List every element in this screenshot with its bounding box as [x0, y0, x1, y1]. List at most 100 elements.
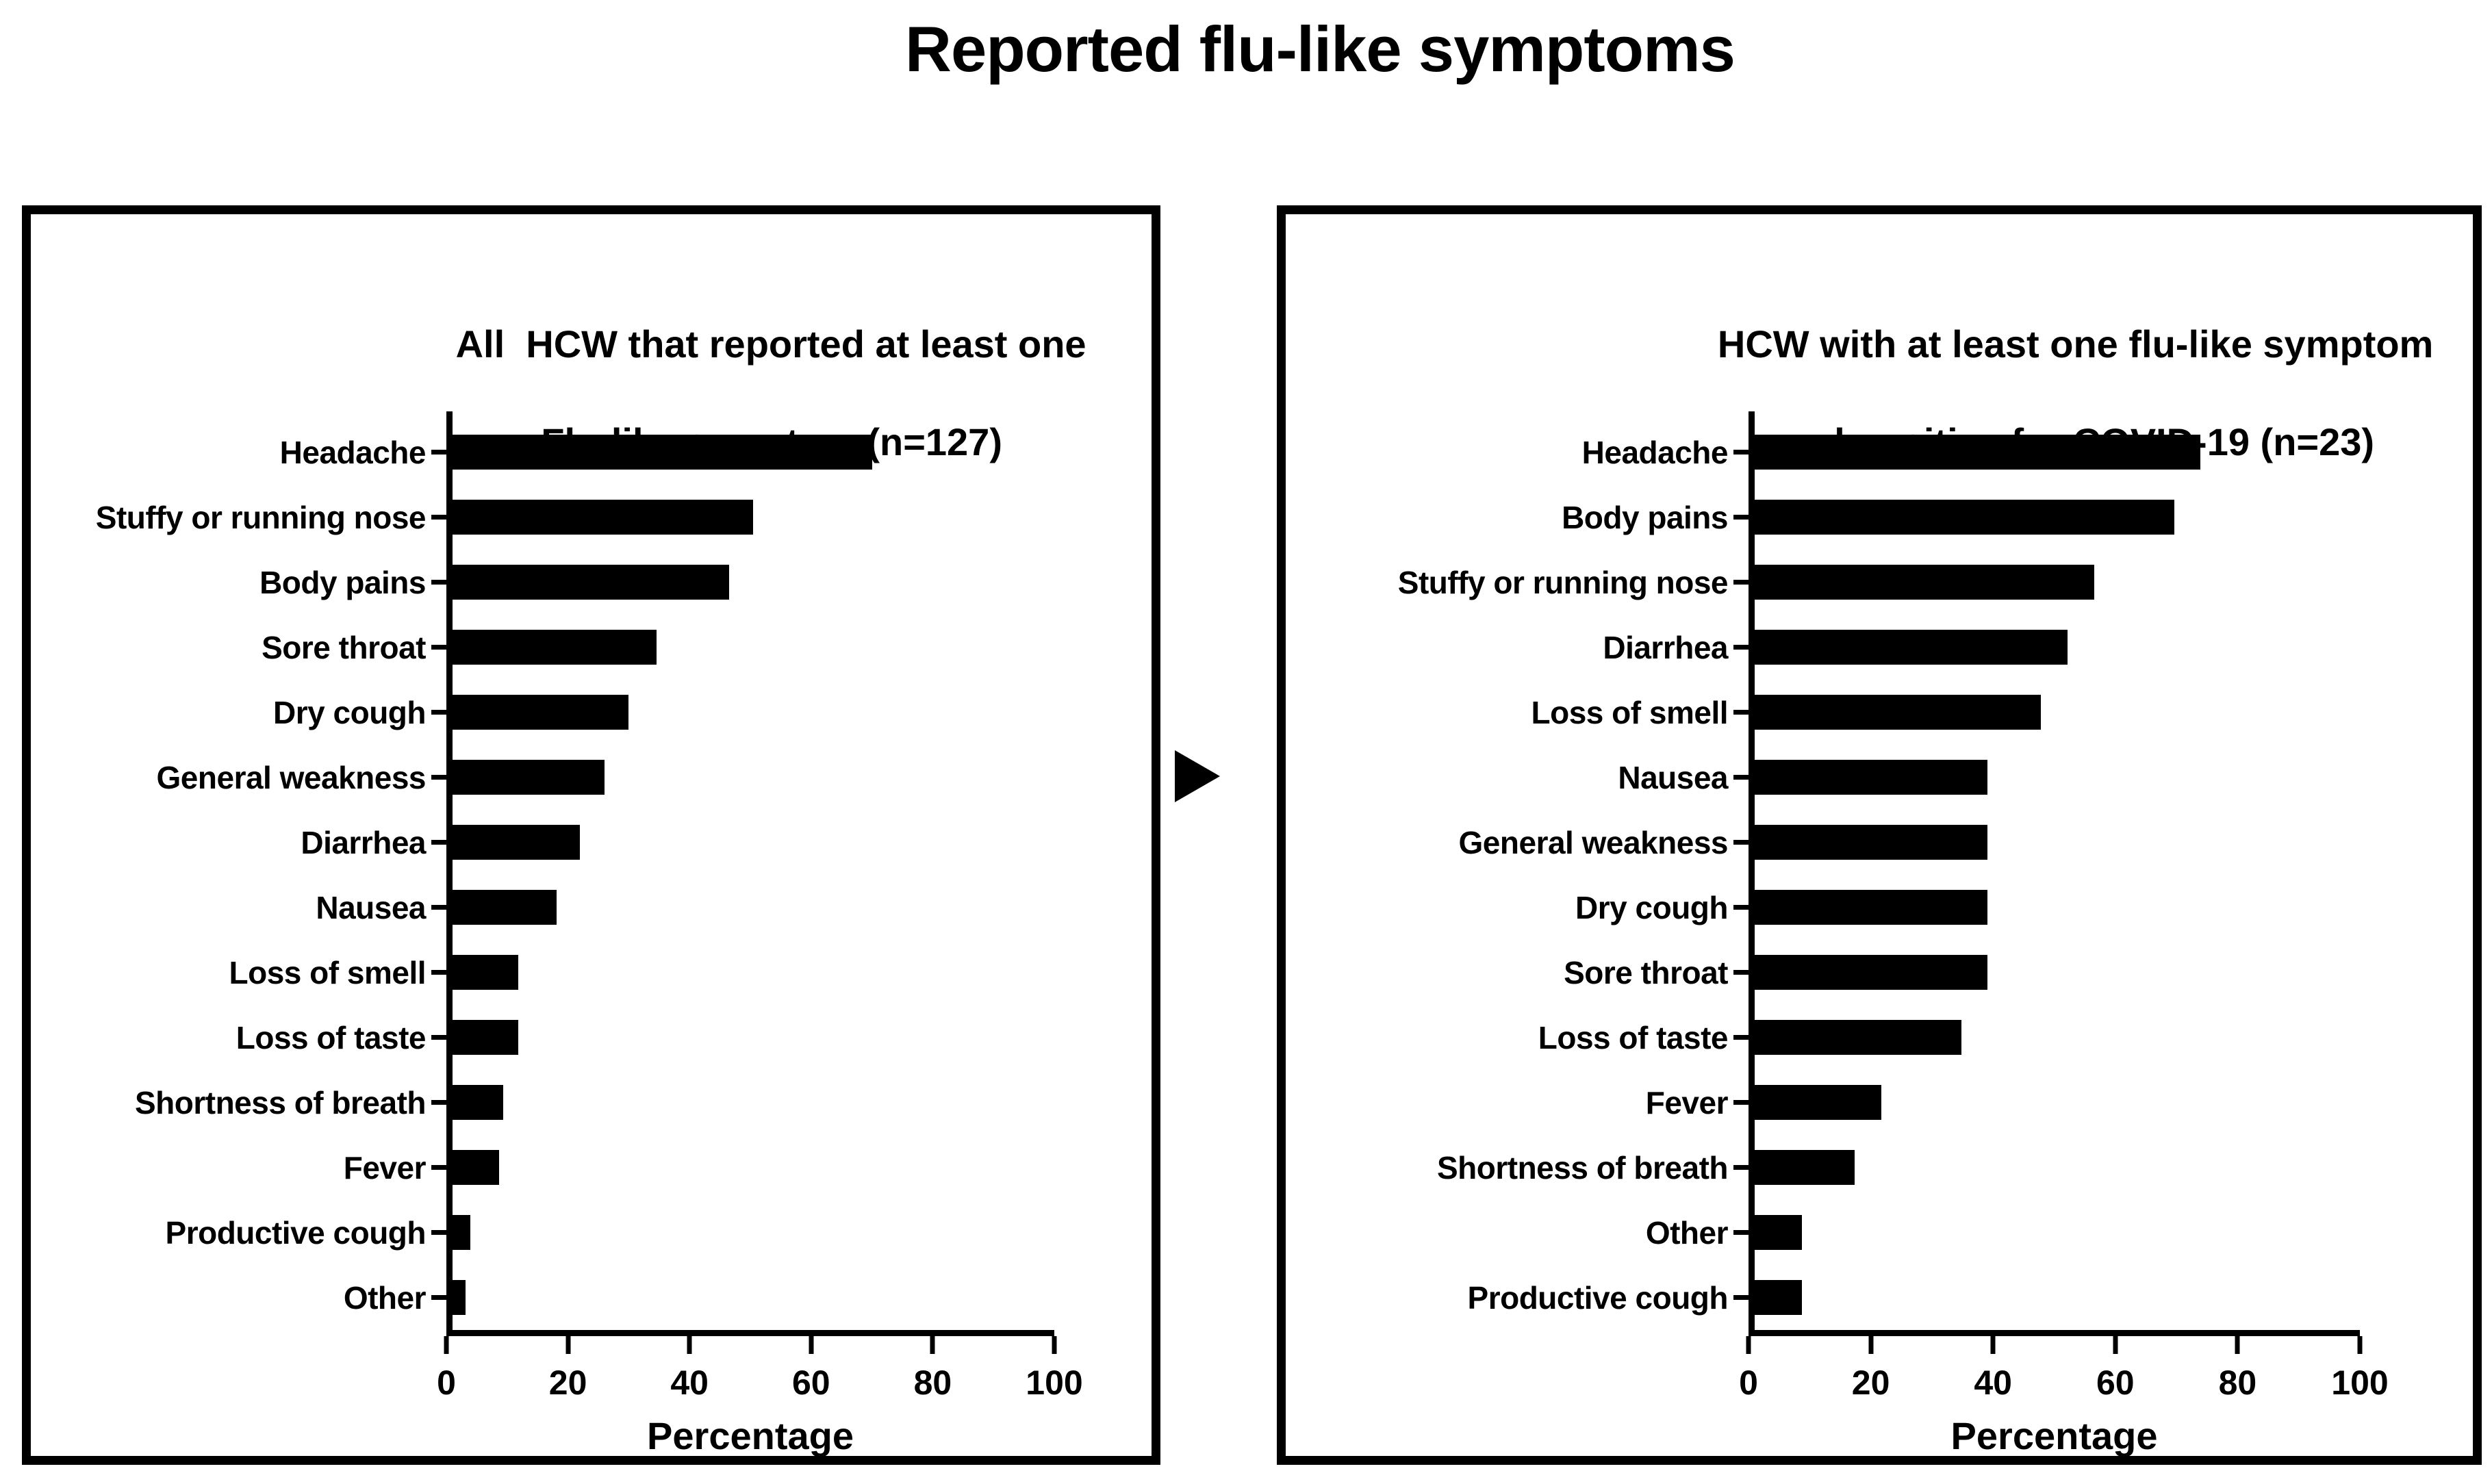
bar [1749, 630, 2068, 665]
bar-track [446, 1265, 1054, 1330]
x-axis: Percentage 0 20 40 60 80 100 [1739, 1330, 2389, 1457]
bar-track [446, 680, 1054, 745]
category-label: Loss of taste [236, 1019, 427, 1056]
symptom-row: Sore throat [31, 615, 1054, 680]
y-axis-tick [1733, 905, 1749, 910]
symptom-row: Loss of smell [31, 940, 1054, 1005]
bar-track [446, 1070, 1054, 1135]
bar-track [446, 810, 1054, 875]
symptom-row: Loss of smell [1286, 680, 2360, 745]
x-axis-tick-label: 80 [2218, 1364, 2257, 1402]
category-label: Shortness of breath [1436, 1149, 1729, 1186]
category-label: Nausea [1618, 759, 1728, 795]
y-axis-line [446, 411, 453, 1336]
y-axis-tick [431, 645, 446, 650]
category-label: Headache [1581, 434, 1729, 470]
x-axis-tick [809, 1336, 814, 1354]
x-axis-tick-label: 100 [1026, 1364, 1083, 1402]
category-label: Body pains [259, 564, 426, 600]
symptom-row: Productive cough [1286, 1265, 2360, 1330]
category-label: Fever [1645, 1084, 1729, 1121]
category-label: General weakness [1458, 824, 1729, 860]
symptom-rows: Headache Body pains Stuffy or running nose… [1286, 420, 2360, 1330]
x-axis-tick-label: 60 [2096, 1364, 2135, 1402]
panel-title-line: HCW with at least one flu-like symptom [1717, 322, 2434, 366]
category-label: Stuffy or running nose [95, 499, 427, 535]
bar [446, 1020, 518, 1055]
y-axis-tick [1733, 1035, 1749, 1040]
bar [446, 760, 605, 795]
y-axis-tick [1733, 645, 1749, 650]
symptom-row: Stuffy or running nose [31, 485, 1054, 550]
y-axis-tick [1733, 710, 1749, 715]
bar [446, 1280, 466, 1315]
y-axis-tick [431, 840, 446, 845]
bar [446, 1150, 500, 1185]
bar [446, 695, 628, 730]
symptom-row: Fever [1286, 1070, 2360, 1135]
y-axis-tick [1733, 775, 1749, 780]
x-axis-tick [1052, 1336, 1057, 1354]
y-axis-tick [431, 450, 446, 455]
category-label: Loss of smell [1531, 694, 1729, 730]
symptom-row: Other [1286, 1200, 2360, 1265]
symptom-row: Body pains [1286, 485, 2360, 550]
x-axis-tick-label: 20 [1851, 1364, 1890, 1402]
symptom-row: Headache [31, 420, 1054, 485]
bar-track [1749, 1200, 2360, 1265]
category-label: Sore throat [1564, 954, 1728, 990]
bar-track [446, 1135, 1054, 1200]
symptom-row: Nausea [1286, 745, 2360, 810]
bar [446, 825, 581, 860]
y-axis-tick [431, 1165, 446, 1170]
y-axis-tick [1733, 1165, 1749, 1170]
bar [1749, 435, 2200, 470]
y-axis-tick [1733, 1230, 1749, 1235]
x-axis-tick-label: 40 [1974, 1364, 2012, 1402]
x-axis-tick-label: 60 [791, 1364, 830, 1402]
category-label: Headache [279, 434, 427, 470]
bar-track [446, 940, 1054, 1005]
category-label: Diarrhea [301, 824, 426, 860]
symptom-row: Diarrhea [1286, 615, 2360, 680]
x-axis-title: Percentage [647, 1414, 854, 1457]
category-label: Loss of taste [1538, 1019, 1729, 1056]
symptom-row: Sore throat [1286, 940, 2360, 1005]
chart-panel-covid-positive: HCW with at least one flu-like symptom a… [1277, 205, 2482, 1465]
symptom-row: Diarrhea [31, 810, 1054, 875]
x-axis-tick [2235, 1336, 2240, 1354]
page-title: Reported flu-like symptoms [905, 13, 1736, 85]
bar [1749, 1085, 1881, 1120]
chart-panel-all-hcw: All HCW that reported at least one Flu-l… [22, 205, 1160, 1465]
bar [446, 955, 518, 990]
y-axis-tick [431, 905, 446, 910]
bar [446, 565, 729, 600]
category-label: Body pains [1562, 499, 1728, 535]
bar [1749, 695, 2041, 730]
x-axis-line [1749, 1330, 2360, 1336]
category-label: Loss of smell [229, 954, 427, 990]
bar-track [1749, 940, 2360, 1005]
right-arrow-icon [1175, 750, 1220, 802]
symptom-row: Body pains [31, 550, 1054, 615]
bar [446, 630, 657, 665]
x-axis-tick [687, 1336, 692, 1354]
bar-track [1749, 550, 2360, 615]
bar-track [1749, 745, 2360, 810]
category-label: Nausea [316, 889, 426, 925]
x-axis-tick [2357, 1336, 2363, 1354]
x-axis-tick-label: 0 [1739, 1364, 1758, 1402]
symptom-row: General weakness [31, 745, 1054, 810]
symptom-row: Dry cough [31, 680, 1054, 745]
y-axis-tick [1733, 515, 1749, 520]
symptom-row: Other [31, 1265, 1054, 1330]
x-axis-tick [444, 1336, 449, 1354]
y-axis-tick [431, 1035, 446, 1040]
x-axis-tick-label: 0 [437, 1364, 456, 1402]
x-axis-tick-label: 100 [2331, 1364, 2389, 1402]
category-label: Dry cough [1575, 889, 1728, 925]
bar [1749, 760, 1988, 795]
category-label: Productive cough [1467, 1279, 1729, 1316]
category-label: General weakness [156, 759, 427, 795]
x-axis-tick [1868, 1336, 1874, 1354]
